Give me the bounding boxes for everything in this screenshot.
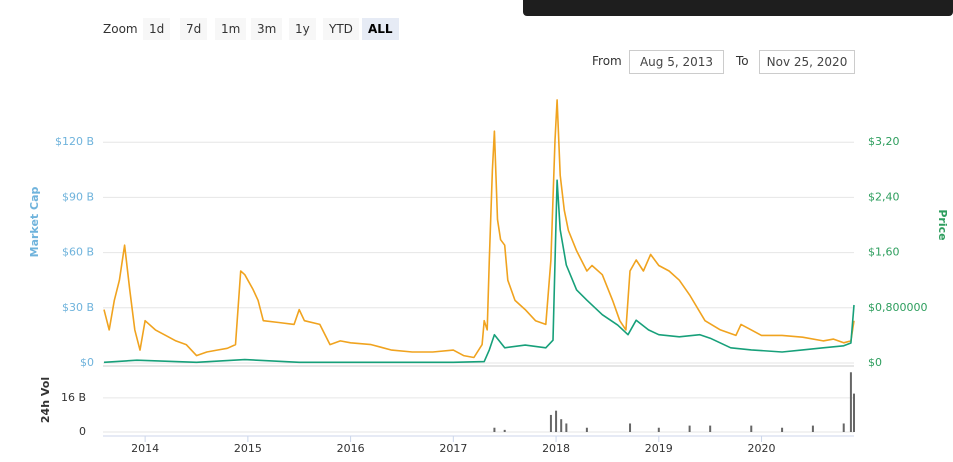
series-line xyxy=(103,179,855,364)
volume-bar xyxy=(560,419,563,432)
volume-bar xyxy=(853,393,855,432)
to-date[interactable]: Nov 25, 2020 xyxy=(759,50,855,74)
volume-bar xyxy=(709,425,712,432)
y-tick-label: 0 xyxy=(79,425,86,438)
y-tick-label: $30 B xyxy=(62,301,94,314)
zoom-button[interactable]: 1m xyxy=(215,18,247,40)
volume-bar xyxy=(549,414,552,432)
x-tick-label: 2016 xyxy=(337,442,365,455)
volume-bar xyxy=(555,410,558,432)
toolbar xyxy=(523,0,953,16)
y-tick-label: $60 B xyxy=(62,246,94,259)
volume-bar xyxy=(781,427,784,432)
y-tick-label: $90 B xyxy=(62,190,94,203)
y2-tick-label: $1,60 xyxy=(868,246,900,259)
x-tick-label: 2020 xyxy=(748,442,776,455)
y2-axis-title: Price xyxy=(936,209,949,240)
x-tick-label: 2014 xyxy=(131,442,159,455)
zoom-button[interactable]: 1d xyxy=(143,18,171,40)
x-tick-label: 2018 xyxy=(542,442,570,455)
series-line xyxy=(103,99,855,359)
zoom-button[interactable]: ALL xyxy=(362,18,399,40)
y2-tick-label: $2,40 xyxy=(868,190,900,203)
volume-axis-title: 24h Vol xyxy=(39,377,52,423)
zoom-button[interactable]: 7d xyxy=(180,18,208,40)
from-date[interactable]: Aug 5, 2013 xyxy=(629,50,724,74)
volume-bar xyxy=(688,425,691,432)
zoom-label: Zoom xyxy=(103,22,138,36)
zoom-button[interactable]: 1y xyxy=(289,18,316,40)
x-tick-label: 2019 xyxy=(645,442,673,455)
volume-bar xyxy=(585,427,588,432)
zoom-button[interactable]: YTD xyxy=(323,18,359,40)
volume-bar xyxy=(849,372,852,432)
y-axis-title: Market Cap xyxy=(28,187,41,258)
volume-bar xyxy=(750,425,753,432)
from-label: From xyxy=(592,54,622,68)
zoom-button[interactable]: 3m xyxy=(251,18,283,40)
volume-bar xyxy=(629,423,632,432)
y-tick-label: $0 xyxy=(80,356,94,369)
y2-tick-label: $0,800000 xyxy=(868,301,928,314)
volume-bar xyxy=(503,429,506,432)
to-label: To xyxy=(736,54,749,68)
y2-tick-label: $0 xyxy=(868,356,882,369)
y-tick-label: $120 B xyxy=(55,135,94,148)
volume-bar xyxy=(811,425,814,432)
volume-bar xyxy=(493,427,496,432)
y-tick-label: 16 B xyxy=(61,391,86,404)
y2-tick-label: $3,20 xyxy=(868,135,900,148)
x-tick-label: 2015 xyxy=(234,442,262,455)
x-tick-label: 2017 xyxy=(439,442,467,455)
volume-bar xyxy=(842,423,845,432)
volume-bar xyxy=(657,427,660,432)
volume-bar xyxy=(565,423,568,432)
